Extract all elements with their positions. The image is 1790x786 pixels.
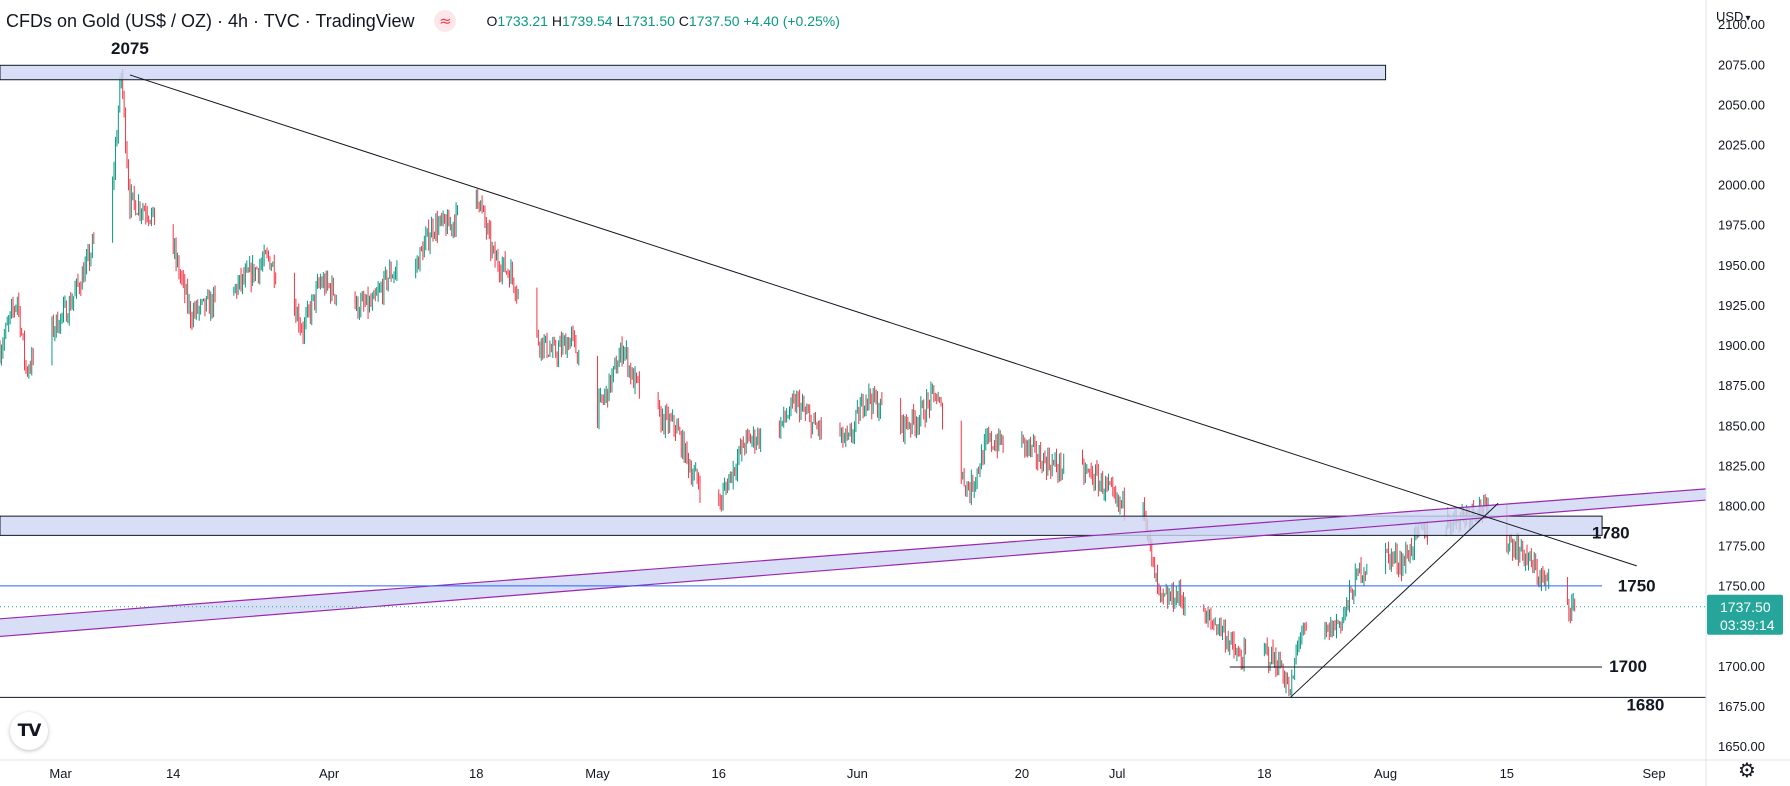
chart-header: CFDs on Gold (US$ / OZ) · 4h · TVC · Tra… (6, 8, 840, 34)
wave-icon[interactable]: ≈ (434, 10, 457, 32)
time-tick-label: Sep (1642, 766, 1665, 781)
open-value: 1733.21 (497, 13, 548, 29)
price-tick-label: 1825.00 (1718, 458, 1765, 473)
level-label: 2075 (111, 39, 149, 58)
ohlc-readout: O1733.21 H1739.54 L1731.50 C1737.50 +4.4… (486, 13, 840, 29)
time-tick-label: 14 (166, 766, 180, 781)
tradingview-logo-icon[interactable]: TV (10, 712, 48, 750)
time-tick-label: 18 (469, 766, 483, 781)
price-tick-label: 1975.00 (1718, 218, 1765, 233)
price-tick-label: 1950.00 (1718, 258, 1765, 273)
low-value: 1731.50 (624, 13, 675, 29)
time-tick-label: May (585, 766, 610, 781)
symbol-title[interactable]: CFDs on Gold (US$ / OZ) · 4h · TVC · Tra… (6, 10, 415, 31)
price-tick-label: 2025.00 (1718, 138, 1765, 153)
price-tick-label: 1925.00 (1718, 298, 1765, 313)
last-price-value: 1737.50 (1720, 599, 1771, 615)
level-label: 1680 (1626, 695, 1664, 714)
channel-upper-line (0, 488, 1707, 620)
level-label: 1700 (1609, 657, 1647, 676)
level-label: 1750 (1618, 577, 1656, 596)
time-tick-label: Jun (847, 766, 868, 781)
time-tick-label: Apr (319, 766, 340, 781)
time-tick-label: Jul (1109, 766, 1126, 781)
gear-icon[interactable]: ⚙ (1738, 758, 1756, 782)
last-price-badge (1707, 594, 1783, 635)
currency-selector[interactable]: USD ▾ (1716, 9, 1750, 24)
price-tick-label: 1650.00 (1718, 739, 1765, 754)
currency-label: USD (1716, 9, 1744, 24)
price-tick-label: 1775.00 (1718, 539, 1765, 554)
price-tick-label: 1850.00 (1718, 418, 1765, 433)
price-tick-label: 1900.00 (1718, 338, 1765, 353)
price-tick-label: 2000.00 (1718, 178, 1765, 193)
time-tick-label: 18 (1257, 766, 1271, 781)
time-tick-label: 20 (1015, 766, 1029, 781)
change-value: +4.40 (+0.25%) (743, 13, 840, 29)
trend-line (1289, 502, 1499, 698)
level-label: 1780 (1592, 524, 1630, 543)
price-tick-label: 2050.00 (1718, 97, 1765, 112)
price-tick-label: 1750.00 (1718, 579, 1765, 594)
time-tick-label: 16 (712, 766, 726, 781)
channel-band (0, 488, 1706, 637)
price-tick-label: 1675.00 (1718, 699, 1765, 714)
time-tick-label: 15 (1500, 766, 1514, 781)
high-value: 1739.54 (561, 13, 613, 29)
countdown-timer: 03:39:14 (1720, 617, 1775, 633)
time-tick-label: Mar (49, 766, 72, 781)
price-tick-label: 1800.00 (1718, 499, 1765, 514)
trend-line (129, 74, 1637, 567)
time-tick-label: Aug (1374, 766, 1397, 781)
price-tick-label: 2100.00 (1718, 17, 1765, 32)
close-value: 1737.50 (688, 13, 740, 29)
price-tick-label: 2075.00 (1718, 57, 1765, 72)
chevron-down-icon: ▾ (1745, 13, 1751, 24)
price-axis (1706, 0, 1790, 786)
channel-lower-line (0, 499, 1707, 638)
price-tick-label: 1700.00 (1718, 659, 1765, 674)
support-resistance-zone (0, 64, 1387, 81)
price-tick-label: 1875.00 (1718, 378, 1765, 393)
